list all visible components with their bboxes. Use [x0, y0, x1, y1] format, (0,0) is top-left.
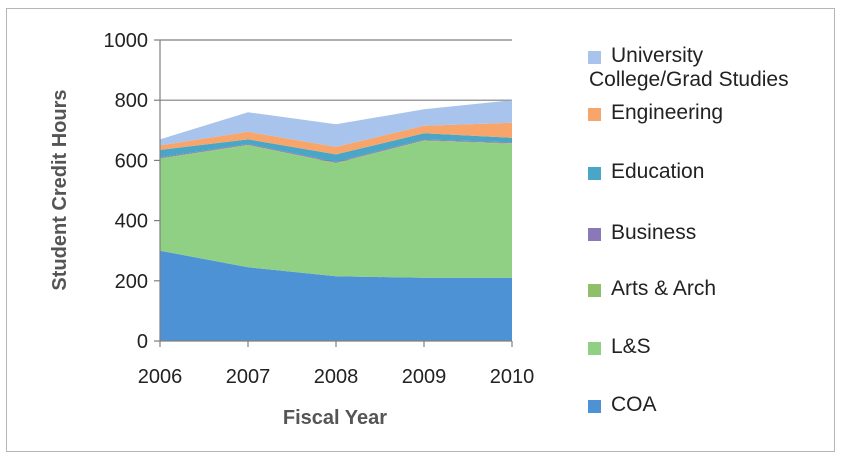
- x-tick-label: 2010: [490, 366, 535, 388]
- legend-label: Engineering: [611, 101, 723, 125]
- legend-label: Business: [611, 221, 696, 245]
- y-tick-label: 200: [115, 271, 148, 293]
- legend-label-line: Arts & Arch: [611, 277, 717, 300]
- y-tick-label: 400: [115, 211, 148, 233]
- legend-label: L&S: [611, 335, 651, 359]
- y-tick-label: 1000: [104, 30, 149, 52]
- area-engineering: [160, 122, 512, 155]
- legend-label-line: L&S: [611, 335, 651, 358]
- legend-item: Arts & Arch: [588, 277, 716, 301]
- area-arts-arch: [160, 140, 512, 164]
- legend-label-line: University: [611, 44, 704, 67]
- legend-item: Education: [588, 160, 704, 184]
- legend-label-line: COA: [611, 393, 657, 416]
- legend-item: Business: [588, 221, 696, 245]
- legend-item: University College/Grad Studies: [588, 44, 789, 91]
- y-axis-title: Student Credit Hours: [49, 89, 71, 290]
- x-tick-label: 2007: [226, 366, 271, 388]
- legend-swatch: [588, 51, 601, 64]
- legend-label-line: Engineering: [611, 101, 724, 124]
- legend-item: COA: [588, 393, 657, 417]
- legend-label-line: Business: [611, 221, 697, 244]
- x-tick-label: 2006: [138, 366, 183, 388]
- y-tick-label: 600: [115, 150, 148, 172]
- legend-label: Education: [611, 160, 704, 184]
- legend-swatch: [588, 284, 601, 297]
- legend-item: Engineering: [588, 101, 723, 125]
- legend-label: Arts & Arch: [611, 277, 716, 301]
- x-axis-title: Fiscal Year: [283, 407, 387, 429]
- legend-swatch: [588, 228, 601, 241]
- area-l-s: [160, 140, 512, 278]
- legend-label-line: College/Grad Studies: [589, 68, 789, 91]
- legend-swatch: [588, 400, 601, 413]
- y-tick-label: 800: [115, 90, 148, 112]
- y-tick-label: 0: [137, 331, 148, 353]
- area-university-college-grad-studies: [160, 100, 512, 147]
- legend-label-line: Education: [611, 160, 705, 183]
- chart-frame: [6, 8, 835, 452]
- x-tick-label: 2009: [402, 366, 447, 388]
- area-education: [160, 133, 512, 162]
- legend-swatch: [588, 108, 601, 121]
- x-tick-label: 2008: [314, 366, 359, 388]
- area-business: [160, 139, 512, 163]
- legend-label: University College/Grad Studies: [589, 44, 789, 92]
- area-series: [160, 100, 512, 341]
- area-coa: [160, 250, 512, 341]
- legend-item: L&S: [588, 335, 651, 359]
- legend-swatch: [588, 342, 601, 355]
- legend-label: COA: [611, 393, 657, 417]
- axes: 0 200 400 600 800 1000 2006 2007 2008 2009 2010: [104, 30, 535, 388]
- legend-swatch: [588, 167, 601, 180]
